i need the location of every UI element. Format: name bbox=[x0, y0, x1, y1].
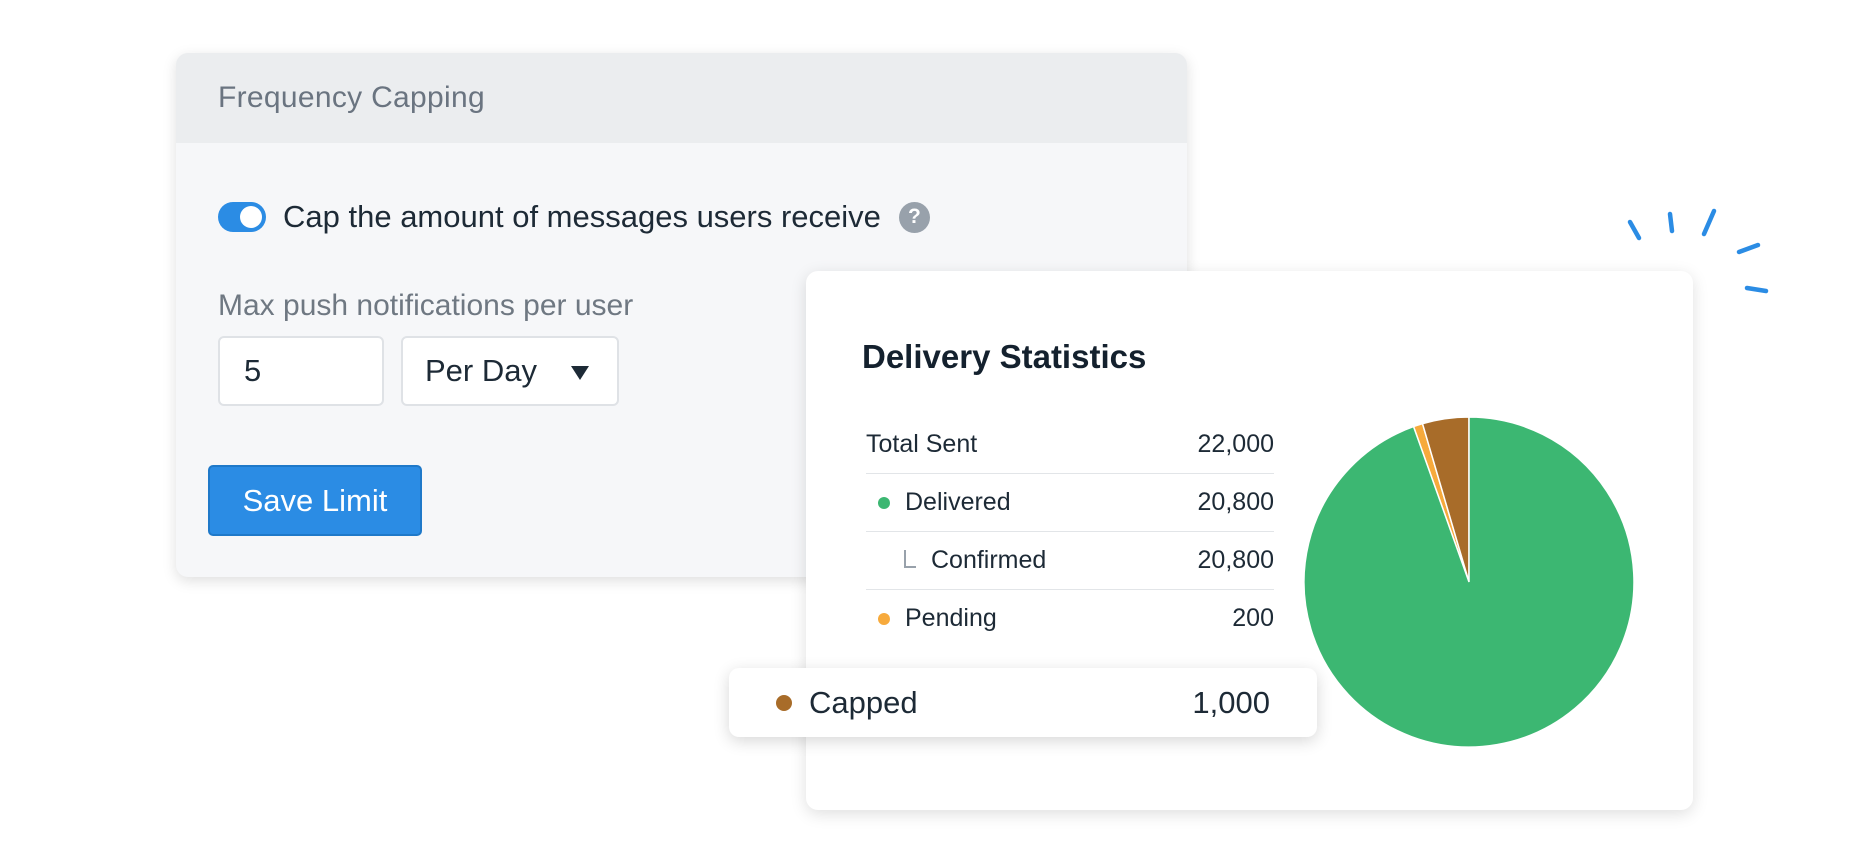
stat-row-confirmed: Confirmed 20,800 bbox=[866, 532, 1274, 590]
spark-line bbox=[1627, 219, 1642, 241]
stat-row-total-sent: Total Sent 22,000 bbox=[866, 416, 1274, 474]
cap-messages-label: Cap the amount of messages users receive bbox=[283, 199, 881, 234]
pending-dot-icon bbox=[878, 612, 890, 625]
delivery-statistics-title: Delivery Statistics bbox=[862, 338, 1147, 375]
stat-row-delivered: Delivered 20,800 bbox=[866, 474, 1274, 532]
stat-value: 20,800 bbox=[1197, 546, 1274, 574]
stat-label: Total Sent bbox=[866, 430, 978, 458]
delivered-dot-icon bbox=[878, 496, 890, 509]
spark-line bbox=[1667, 211, 1675, 234]
save-limit-button[interactable]: Save Limit bbox=[208, 465, 422, 536]
stat-label: Delivered bbox=[905, 488, 1011, 516]
frequency-capping-title: Frequency Capping bbox=[176, 53, 1187, 143]
statistics-table: Total Sent 22,000 Delivered 20,800 Confi… bbox=[866, 416, 1274, 647]
spark-line bbox=[1736, 242, 1761, 255]
capped-dot-icon bbox=[776, 694, 792, 711]
stat-label: Confirmed bbox=[931, 546, 1047, 574]
capped-value: 1,000 bbox=[1192, 684, 1270, 720]
period-select[interactable]: Per Day bbox=[401, 336, 619, 406]
stat-label: Pending bbox=[905, 604, 997, 632]
toggle-knob bbox=[240, 206, 262, 228]
capped-label: Capped bbox=[809, 684, 918, 720]
capped-callout: Capped 1,000 bbox=[729, 668, 1317, 737]
spark-line bbox=[1744, 285, 1769, 294]
spark-line bbox=[1701, 208, 1717, 237]
stat-row-pending: Pending 200 bbox=[866, 590, 1274, 647]
stat-value: 20,800 bbox=[1197, 488, 1274, 516]
help-icon[interactable]: ? bbox=[898, 201, 930, 233]
stat-value: 200 bbox=[1232, 604, 1274, 632]
stat-value: 22,000 bbox=[1197, 430, 1274, 458]
cap-toggle-row: Cap the amount of messages users receive… bbox=[218, 199, 930, 235]
pie-slice-delivered bbox=[1304, 417, 1634, 747]
sub-item-corner-icon bbox=[904, 549, 916, 568]
cap-messages-toggle[interactable] bbox=[218, 202, 266, 232]
period-select-value: Per Day bbox=[425, 353, 537, 388]
caret-down-icon bbox=[571, 366, 589, 380]
max-push-label: Max push notifications per user bbox=[218, 289, 634, 322]
sparkle-decoration-icon bbox=[1627, 208, 1769, 294]
delivery-pie-chart bbox=[1304, 417, 1634, 747]
max-push-count-input[interactable] bbox=[218, 336, 384, 406]
